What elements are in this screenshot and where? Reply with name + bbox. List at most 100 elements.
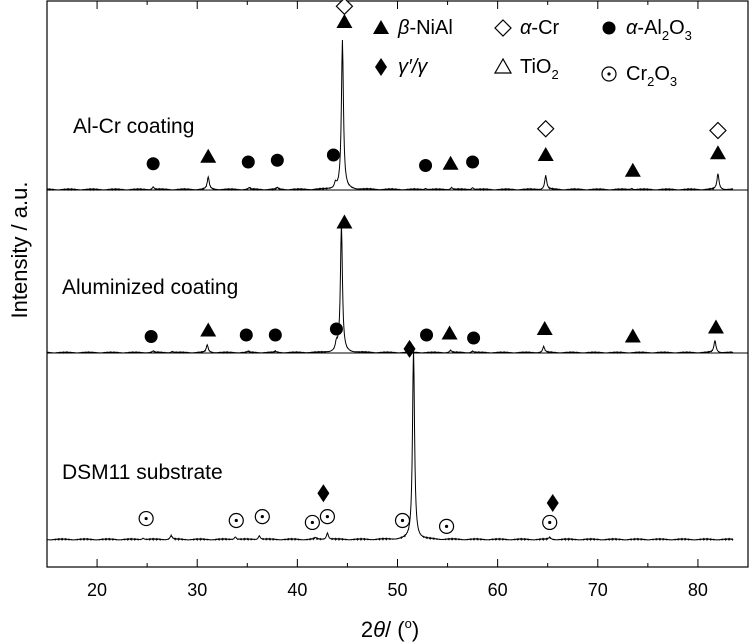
peak-marker-0-8 (442, 155, 459, 170)
peak-marker-0-11 (536, 119, 555, 138)
legend-label-alumina: α-Al2O3 (626, 17, 692, 43)
peak-marker-1-2 (239, 328, 253, 342)
peak-marker-1-9 (536, 321, 553, 335)
peak-marker-1-6-shape (420, 328, 434, 342)
peak-marker-0-3 (270, 153, 284, 167)
x-tick-label-20: 20 (87, 580, 107, 600)
peak-marker-1-7-shape (441, 325, 458, 340)
x-axis-label-mid: / ( (385, 617, 405, 642)
trace-label-al-cr: Al-Cr coating (73, 115, 194, 138)
x-axis-label-theta: θ (373, 617, 385, 642)
phase-markers (138, 0, 727, 534)
peak-marker-0-12 (624, 162, 641, 177)
peak-marker-0-3-shape (270, 153, 284, 167)
trace-line-2 (46, 348, 734, 542)
peak-marker-2-2-dot (260, 515, 264, 519)
legend-label-text-tio2: TiO (520, 56, 551, 78)
peak-marker-2-7 (403, 339, 416, 358)
x-axis-label-prefix: 2 (361, 617, 373, 642)
trace-line-1 (46, 224, 734, 355)
peak-marker-1-5-shape (336, 214, 353, 229)
legend-label-italic-beta: β (397, 17, 409, 39)
peak-marker-1-4 (329, 322, 343, 336)
peak-marker-2-10-shape (546, 493, 559, 512)
peak-marker-2-0 (138, 510, 154, 527)
peak-marker-1-6 (420, 328, 434, 342)
trace-label-dsm11: DSM11 substrate (62, 461, 223, 484)
peak-marker-1-1 (200, 322, 217, 337)
peak-marker-0-5 (336, 14, 353, 28)
legend-marker-cr2o3 (601, 66, 617, 82)
peak-marker-0-13-shape (709, 145, 726, 160)
x-axis-tick-labels: 20 30 40 50 60 70 80 (87, 580, 708, 600)
peak-marker-0-10-shape (537, 147, 554, 161)
peak-marker-2-6 (394, 512, 411, 529)
peak-marker-1-10 (624, 328, 641, 343)
peak-marker-1-10-shape (624, 328, 641, 343)
peak-marker-0-0-shape (146, 157, 160, 171)
peak-marker-2-1-dot (234, 518, 238, 523)
peak-marker-2-0-dot (144, 516, 148, 521)
peak-marker-2-9-dot (548, 520, 552, 525)
peak-marker-1-4-shape (329, 322, 343, 336)
peak-marker-0-13 (709, 145, 726, 160)
peak-marker-0-6 (335, 0, 354, 16)
legend-marker-gamma (375, 58, 387, 76)
legend-label-text-cr2o3: Cr (626, 63, 647, 85)
legend-label-cr2o3: Cr2O3 (626, 63, 677, 89)
x-tick-label-70: 70 (588, 580, 608, 600)
legend-label-mid-alumina: O (669, 17, 685, 39)
peak-marker-1-3 (268, 328, 282, 342)
peak-marker-0-4 (326, 148, 340, 162)
peak-marker-1-0-shape (144, 330, 158, 343)
trace-label-aluminized: Aluminized coating (62, 276, 238, 299)
peak-marker-1-11 (707, 319, 724, 334)
legend-marker-alphaCr (494, 19, 512, 37)
peak-marker-2-5 (319, 508, 335, 525)
legend-entry-beta: β-NiAl (373, 17, 453, 39)
peak-marker-1-3-shape (268, 328, 282, 342)
legend-label-gamma: γ′/γ (398, 56, 428, 78)
x-tick-label-80: 80 (688, 580, 708, 600)
peak-marker-2-5-dot (325, 515, 329, 519)
peak-marker-2-7-shape (403, 339, 416, 358)
peak-marker-0-7-shape (419, 159, 433, 172)
peak-marker-0-12-shape (624, 162, 641, 177)
legend-entry-cr2o3: Cr2O3 (601, 63, 677, 89)
x-axis-label: 2θ/ (o) (361, 616, 419, 642)
legend-marker-tio2-shape (493, 57, 513, 74)
peak-marker-1-1-shape (200, 322, 217, 337)
peak-marker-1-5 (336, 214, 353, 229)
peak-marker-0-2-shape (241, 155, 255, 169)
x-axis-ticks (46, 1, 749, 567)
x-tick-label-60: 60 (488, 580, 508, 600)
legend-label-italic-alumina: α (626, 17, 638, 39)
legend-label-sub1-tio2: 2 (551, 67, 558, 82)
peak-marker-0-0 (146, 157, 160, 171)
peak-marker-2-8 (438, 518, 455, 534)
legend-label-italic-alphaCr: α (520, 17, 532, 39)
peak-marker-0-8-shape (442, 155, 459, 170)
peak-marker-0-6-shape (335, 0, 354, 16)
legend-label-mid-cr2o3: O (654, 63, 670, 85)
x-tick-label-40: 40 (287, 580, 307, 600)
peak-marker-0-1 (200, 148, 217, 163)
legend-label-sub2-alumina: 3 (685, 28, 692, 43)
peak-marker-0-11-shape (536, 119, 555, 138)
legend-entry-tio2: TiO2 (493, 56, 559, 82)
legend-label-text-beta: -NiAl (409, 17, 452, 39)
peak-marker-0-5-shape (336, 14, 353, 28)
peak-marker-2-4-shape (317, 484, 330, 503)
peak-marker-0-9 (466, 155, 480, 169)
legend-label-text-alphaCr: -Cr (531, 17, 559, 39)
legend-entry-alphaCr: α-Cr (494, 17, 560, 39)
x-axis-label-suffix: ) (412, 617, 419, 642)
peak-marker-0-7 (419, 159, 433, 172)
legend-label-beta: β-NiAl (397, 17, 453, 39)
peak-marker-1-8 (467, 331, 481, 345)
x-axis-label-deg: o (405, 616, 412, 631)
legend-marker-alumina-shape (602, 21, 616, 35)
peak-marker-0-9-shape (466, 155, 480, 169)
legend-label-alphaCr: α-Cr (520, 17, 560, 39)
